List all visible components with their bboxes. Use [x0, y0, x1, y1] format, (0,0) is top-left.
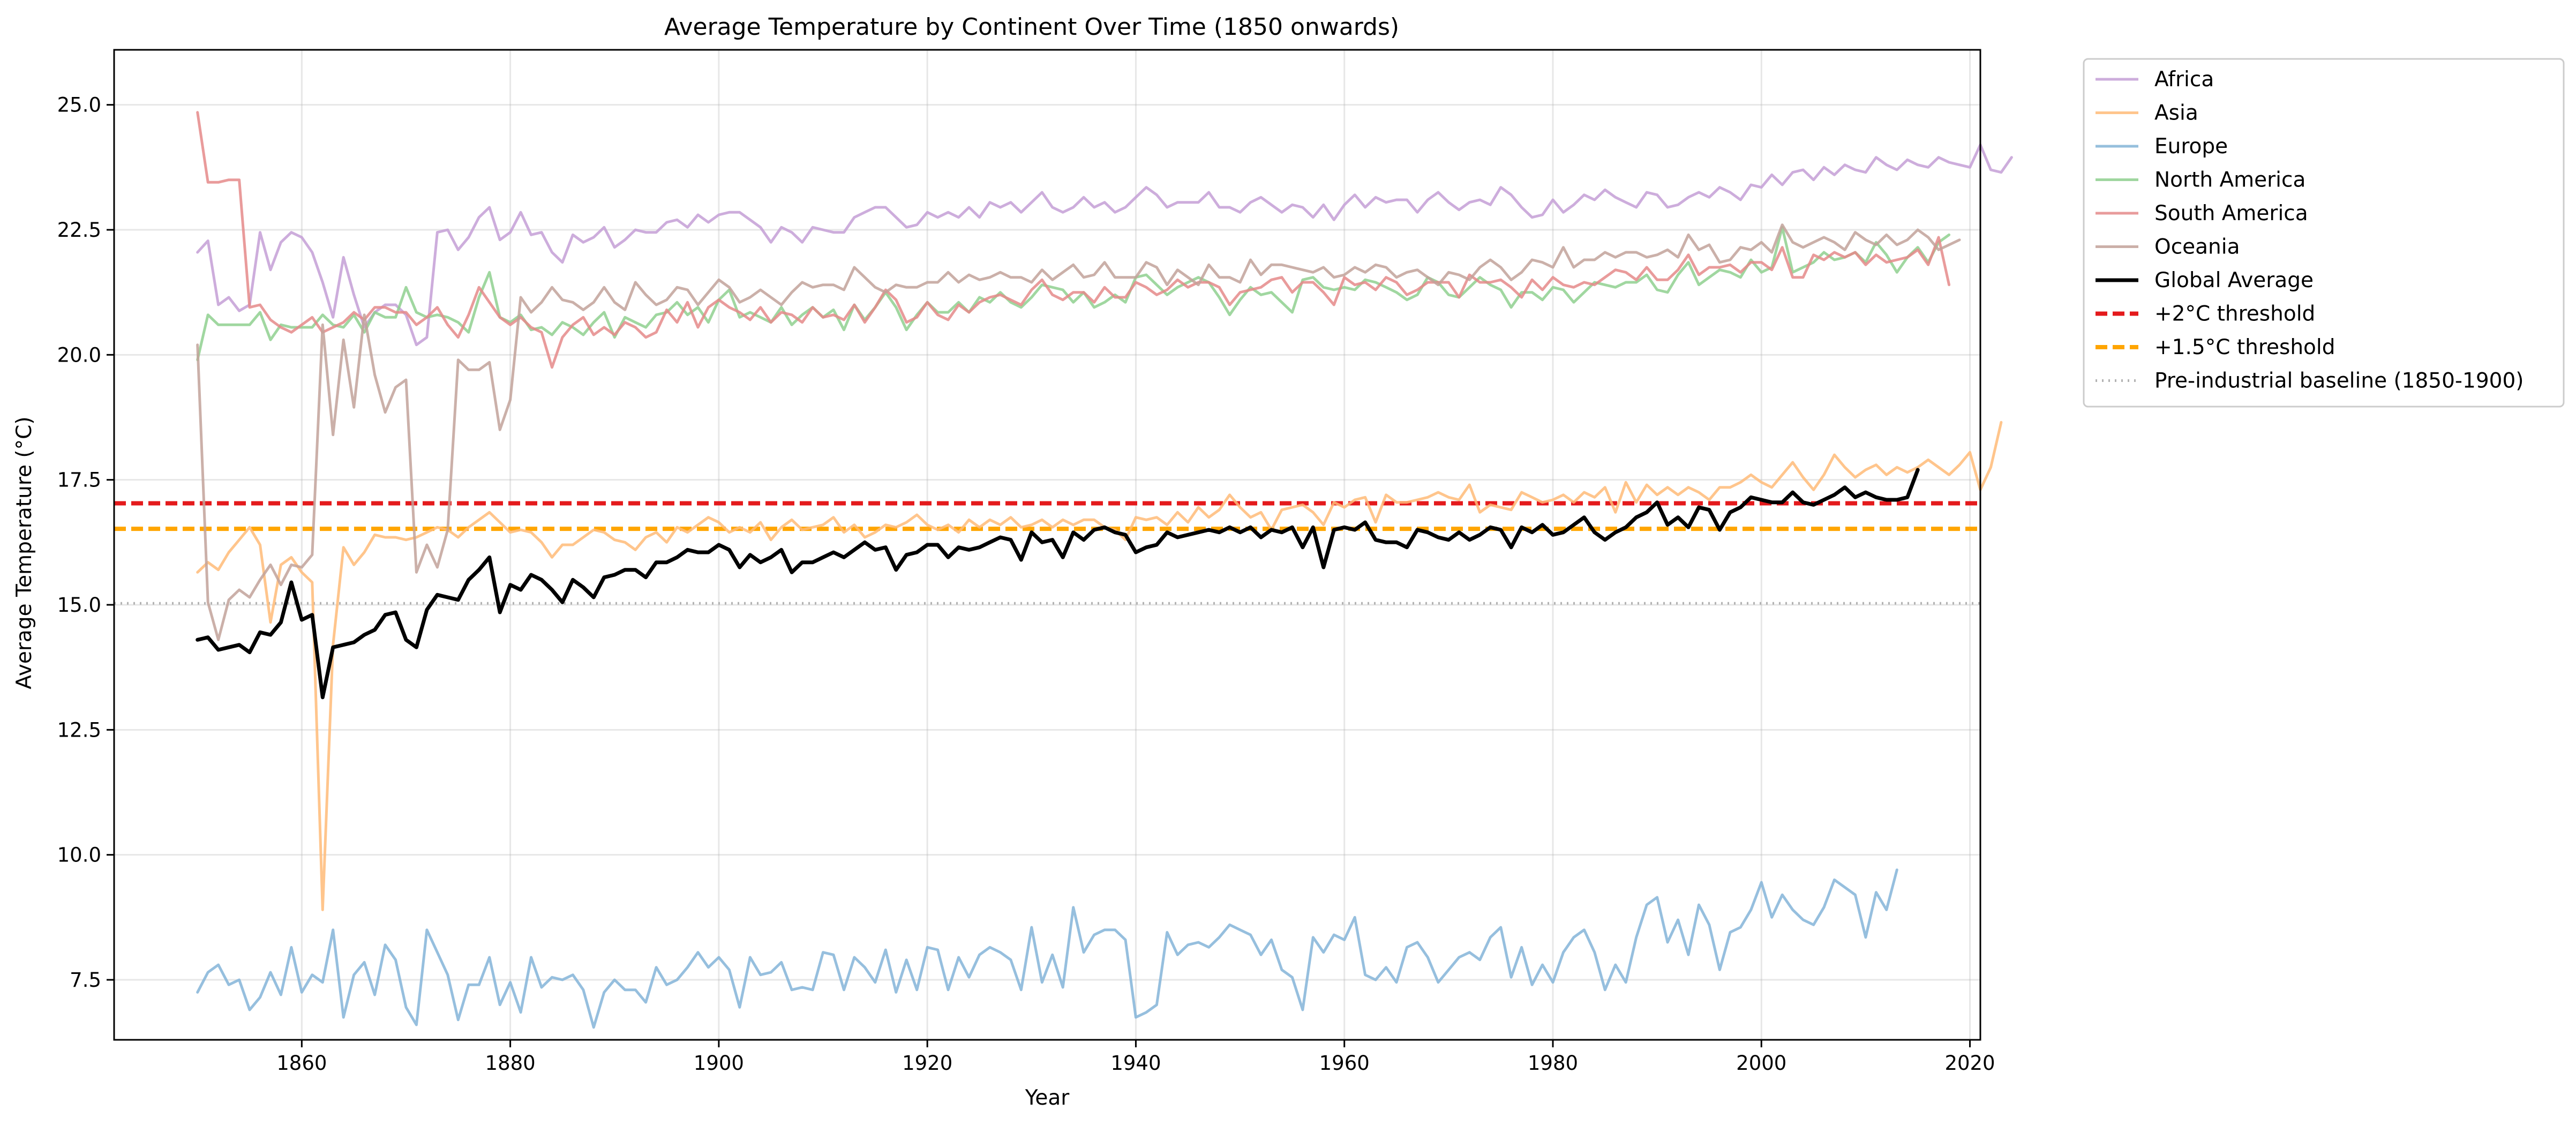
series-line: [196, 223, 1961, 641]
legend-label: Oceania: [2154, 235, 2240, 259]
legend-label: Asia: [2154, 101, 2198, 125]
legend-label: +2°C threshold: [2154, 302, 2315, 326]
series-line: [196, 143, 2013, 347]
x-tick-label: 1920: [902, 1052, 952, 1075]
legend-label: +1.5°C threshold: [2154, 335, 2335, 359]
chart-title: Average Temperature by Continent Over Ti…: [664, 13, 1399, 41]
x-tick-label: 1940: [1110, 1052, 1161, 1075]
y-tick-label: 20.0: [57, 343, 101, 366]
legend-box: [2083, 58, 2565, 408]
x-tick-label: 1960: [1319, 1052, 1370, 1075]
legend-label: Africa: [2154, 68, 2214, 92]
y-tick-label: 25.0: [57, 94, 101, 117]
legend-label: Europe: [2154, 134, 2228, 159]
series-line: [196, 468, 1920, 700]
series-line: [196, 868, 1898, 1029]
y-tick-label: 10.0: [57, 844, 101, 867]
legend: Africa Asia Europe North America South Ameri…: [2083, 58, 2565, 408]
y-tick-label: 15.0: [57, 594, 101, 617]
series-line: [196, 421, 2003, 911]
x-tick-label: 1860: [276, 1052, 327, 1075]
y-tick-label: 12.5: [57, 718, 101, 741]
series-line: [196, 226, 1951, 362]
x-axis-label: Year: [1025, 1086, 1070, 1110]
x-tick-label: 2020: [1944, 1052, 1995, 1075]
plot-area: 1860 1880 1900 1920 1940 1960 1980 2000 2020 7.5 1…: [57, 49, 2013, 1075]
x-tick-label: 1980: [1528, 1052, 1578, 1075]
y-tick-label: 7.5: [70, 969, 101, 992]
x-tick-label: 1880: [485, 1052, 536, 1075]
legend-label: North America: [2154, 168, 2305, 192]
legend-label: South America: [2154, 201, 2308, 226]
x-tick-label: 1900: [694, 1052, 744, 1075]
y-axis-label: Average Temperature (°C): [12, 416, 36, 689]
y-tick-label: 17.5: [57, 469, 101, 492]
y-tick-label: 22.5: [57, 219, 101, 242]
legend-label: Pre-industrial baseline (1850-1900): [2154, 369, 2524, 393]
legend-label: Global Average: [2154, 268, 2314, 292]
x-tick-label: 2000: [1736, 1052, 1786, 1075]
series-line: [196, 111, 1951, 369]
plot-frame: [113, 49, 1981, 1041]
